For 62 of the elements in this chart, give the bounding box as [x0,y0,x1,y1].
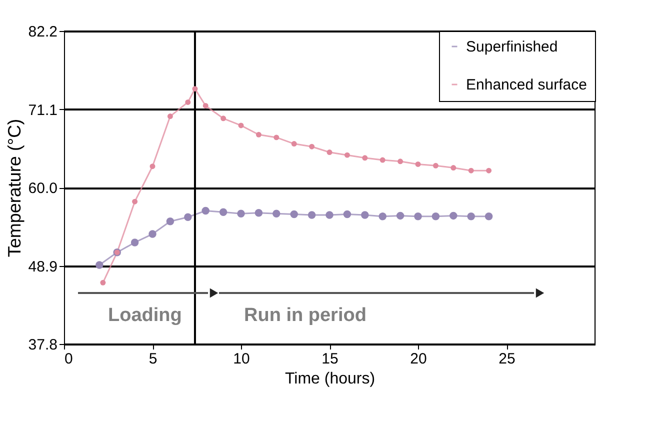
annotation: Loading [108,305,182,326]
point [238,122,244,128]
y-tick-label: 48.9 [28,258,58,276]
x-tick-label: 20 [410,350,427,368]
point [100,280,106,286]
point [362,155,368,161]
point [202,102,208,108]
point [132,198,138,204]
legend-label: Superfinished [466,38,558,56]
point [254,209,263,217]
point [184,213,192,221]
point [486,168,492,174]
x-tick-label: 5 [148,350,158,368]
point [468,168,474,174]
point [192,86,198,92]
point [396,212,404,220]
point [96,261,104,269]
annotation: Run in period [244,305,366,326]
x-tick-label: 25 [498,350,516,368]
point [326,150,332,155]
point [414,212,422,220]
point [167,114,173,120]
point [432,162,438,168]
point [148,230,156,238]
point [185,99,191,105]
point [344,152,350,158]
x-axis-title: Time (hours) [284,370,376,388]
y-axis-title: Temperature (°C) [4,118,24,258]
point [290,210,298,218]
point [343,210,352,218]
point [130,238,139,246]
point [256,132,262,138]
point [450,165,456,170]
point [291,141,297,147]
x-tick-label: 15 [322,350,338,368]
point [378,212,386,220]
point [484,212,493,220]
legend-label: Enhanced surface [466,76,587,94]
point [308,211,316,219]
point [202,206,210,215]
point [309,144,315,150]
point [398,158,404,164]
point [415,162,421,167]
point [220,116,226,122]
y-tick-label: 82.2 [28,24,58,40]
x-tick-label: 10 [233,350,250,368]
point [326,211,334,219]
point [274,134,280,140]
y-tick-label: 71.1 [28,102,58,119]
point [450,212,458,220]
y-tick-label: 37.8 [28,336,58,354]
y-tick-label: 60.0 [28,180,58,197]
point [432,212,440,220]
point [166,217,174,226]
point [272,210,280,218]
x-tick-label: 0 [64,350,73,368]
point [467,212,475,220]
point [237,210,245,218]
point [150,164,156,170]
point [219,208,228,216]
point [361,211,369,219]
point [380,157,386,163]
